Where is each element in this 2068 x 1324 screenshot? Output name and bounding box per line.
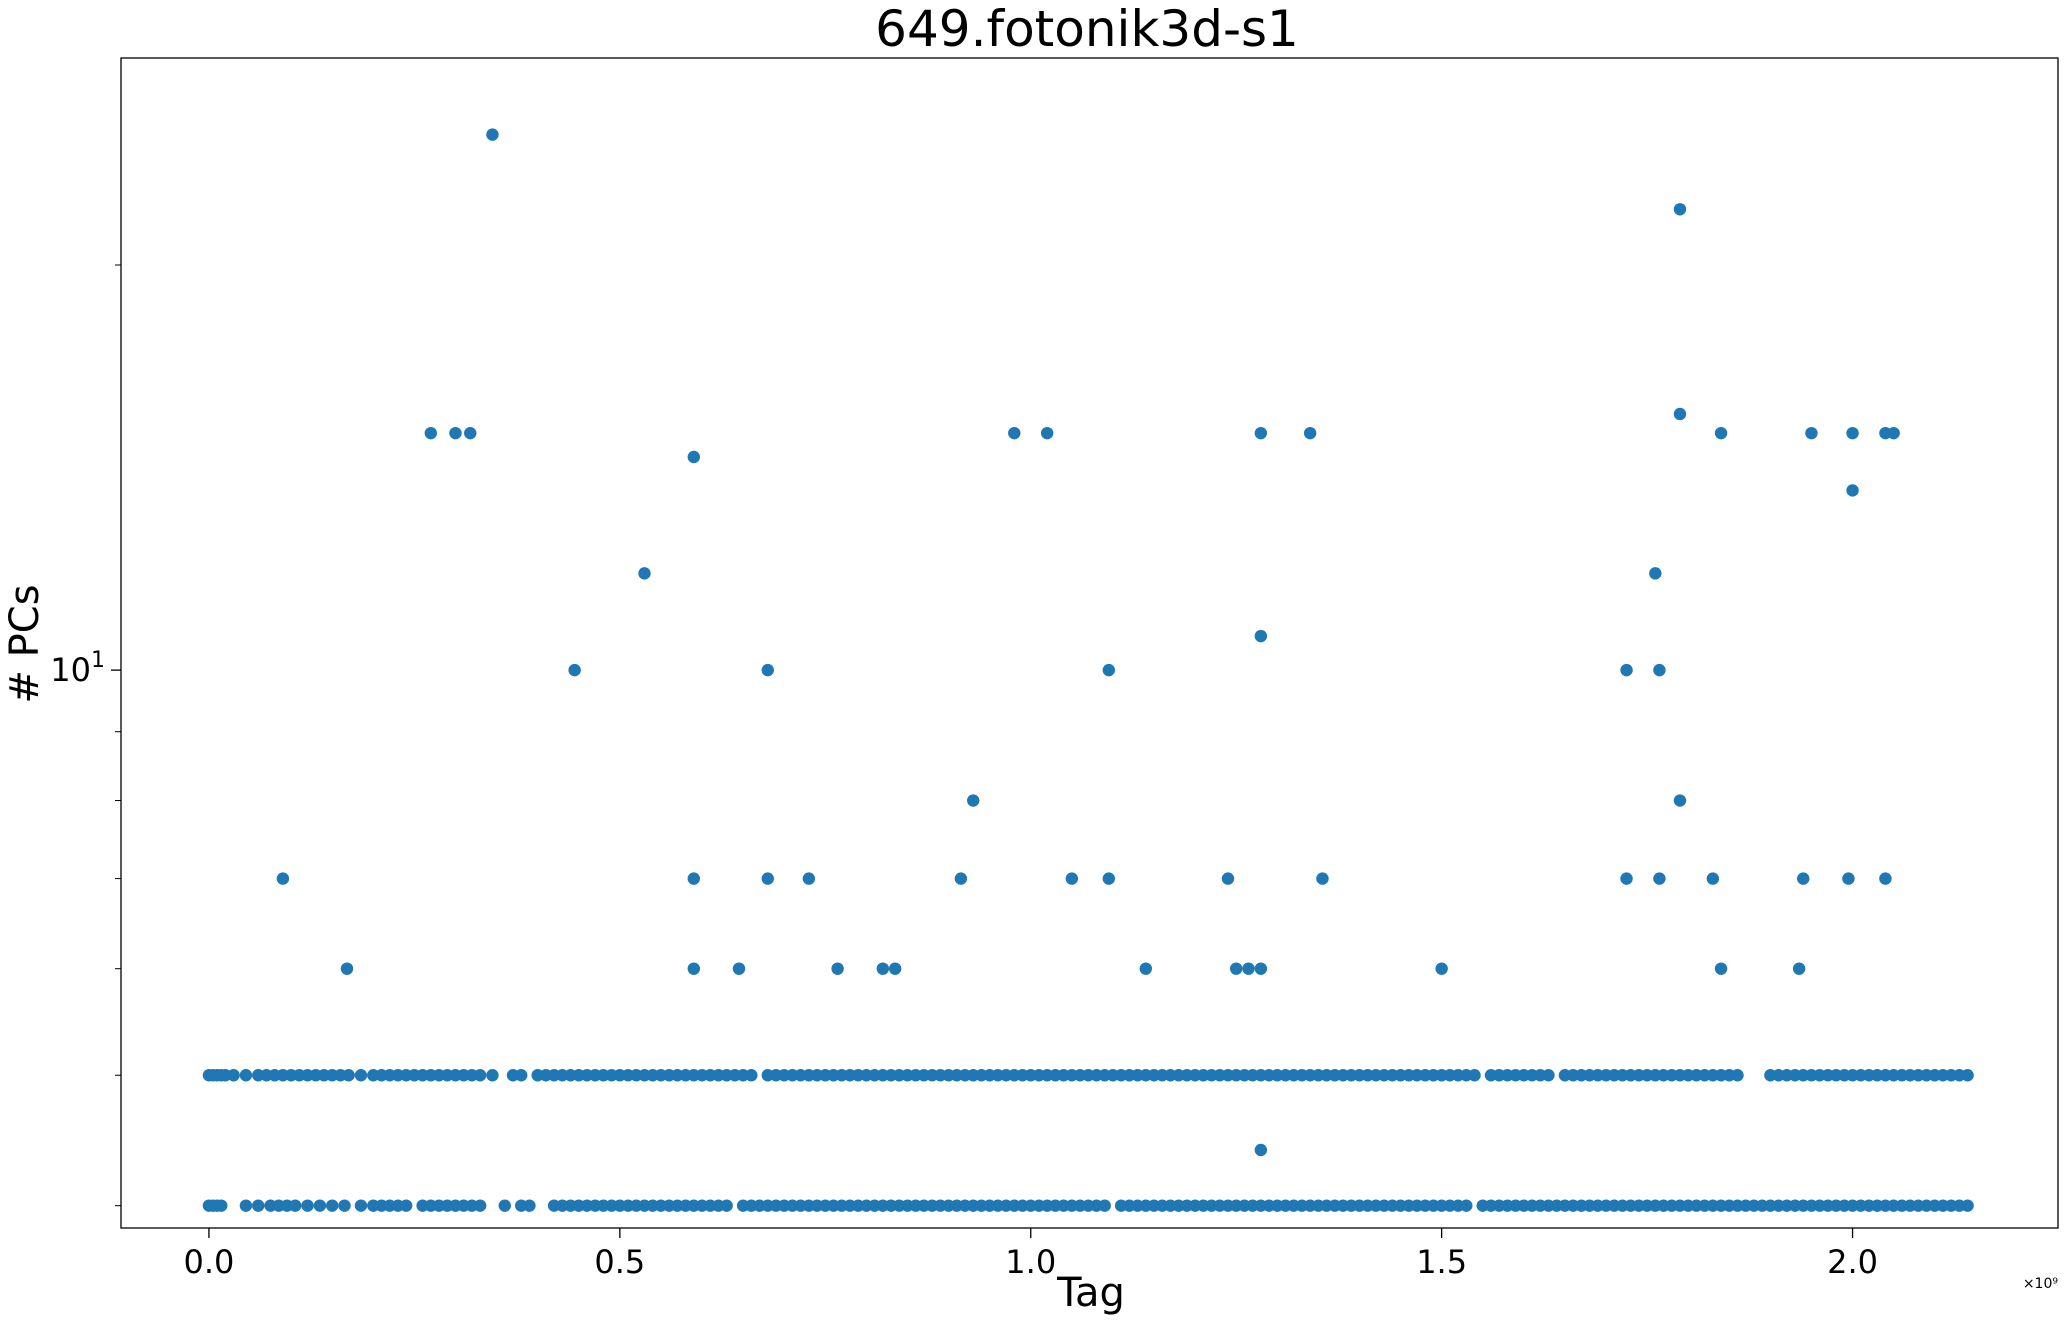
data-point (1714, 426, 1728, 440)
data-point (1008, 426, 1021, 440)
data-point (1254, 426, 1268, 440)
data-point (1846, 426, 1859, 440)
data-point (1468, 1069, 1481, 1082)
data-point (1254, 629, 1268, 643)
data-point (498, 1199, 511, 1212)
data-point (1649, 567, 1662, 580)
data-point (687, 450, 700, 464)
data-point (1435, 962, 1448, 975)
data-point (515, 1069, 528, 1082)
axes-layer: 0.0 0.5 1.0 1.5 2.0 101 (50, 264, 1878, 1281)
data-point (761, 872, 774, 885)
data-point (399, 1199, 413, 1212)
data-point (1805, 426, 1818, 440)
data-point (761, 663, 774, 677)
data-point (1673, 407, 1687, 421)
data-point (1653, 872, 1666, 885)
x-axis-label: Tag (1056, 1270, 1125, 1316)
data-point (568, 663, 581, 677)
plot-frame (120, 57, 2059, 1229)
data-point (424, 426, 438, 440)
data-point (486, 1069, 499, 1082)
data-point (1102, 663, 1116, 677)
data-point (1961, 1199, 1974, 1212)
data-point (720, 1199, 733, 1212)
data-point (1139, 962, 1152, 975)
data-point (340, 962, 354, 975)
data-point (1102, 872, 1116, 885)
data-point (802, 872, 816, 885)
data-point (1842, 872, 1855, 885)
data-point (215, 1199, 228, 1212)
data-point (338, 1199, 351, 1212)
data-point (1242, 962, 1255, 975)
data-point (464, 426, 477, 440)
data-point (1653, 663, 1666, 677)
data-point (1792, 962, 1806, 975)
data-point (687, 962, 700, 975)
y-axis-label: # PCs (2, 584, 48, 703)
data-point (1846, 484, 1859, 497)
data-point (239, 1199, 253, 1212)
data-point (1254, 1143, 1268, 1157)
x-offset-label: ×10⁹ (2023, 1276, 2059, 1292)
data-point (1098, 1199, 1111, 1212)
data-point (1961, 1069, 1974, 1082)
data-point (252, 1199, 265, 1212)
x-tick-label: 0.5 (594, 1243, 645, 1281)
data-point (745, 1069, 758, 1082)
y-tick-label: 101 (50, 648, 105, 689)
data-point (1229, 962, 1243, 975)
data-point (313, 1199, 327, 1212)
x-tick-label: 2.0 (1827, 1243, 1878, 1281)
data-point (888, 962, 902, 975)
data-point (638, 567, 651, 580)
data-point (473, 1069, 487, 1082)
data-point (1040, 426, 1054, 440)
points-layer (202, 128, 1974, 1212)
data-point (1706, 872, 1720, 885)
data-point (1620, 872, 1633, 885)
data-point (1673, 203, 1687, 216)
data-point (1797, 872, 1810, 885)
data-point (354, 1199, 368, 1212)
data-point (342, 1069, 355, 1082)
data-point (687, 872, 700, 885)
data-point (473, 1199, 487, 1212)
data-point (354, 1069, 368, 1082)
data-point (1731, 1069, 1744, 1082)
data-point (523, 1199, 536, 1212)
data-point (831, 962, 844, 975)
data-point (967, 794, 980, 807)
data-point (1254, 962, 1268, 975)
data-point (1673, 794, 1687, 807)
data-point (449, 426, 462, 440)
data-point (1879, 872, 1892, 885)
data-point (1887, 426, 1900, 440)
data-point (1460, 1199, 1473, 1212)
data-point (289, 1199, 302, 1212)
data-point (239, 1069, 253, 1082)
x-tick-label: 1.5 (1416, 1243, 1467, 1281)
data-point (486, 128, 499, 141)
data-point (276, 872, 290, 885)
data-point (227, 1069, 240, 1082)
data-point (301, 1199, 314, 1212)
data-point (1316, 872, 1329, 885)
data-point (1221, 872, 1235, 885)
data-point (1065, 872, 1079, 885)
data-point (876, 962, 890, 975)
data-point (1542, 1069, 1555, 1082)
x-tick-label: 1.0 (1005, 1243, 1056, 1281)
data-point (1303, 426, 1317, 440)
chart-title: 649.fotonik3d-s1 (875, 0, 1299, 58)
data-point (732, 962, 746, 975)
data-point (1620, 663, 1633, 677)
data-point (1714, 962, 1728, 975)
x-tick-label: 0.0 (183, 1243, 234, 1281)
data-point (326, 1199, 339, 1212)
data-point (954, 872, 968, 885)
